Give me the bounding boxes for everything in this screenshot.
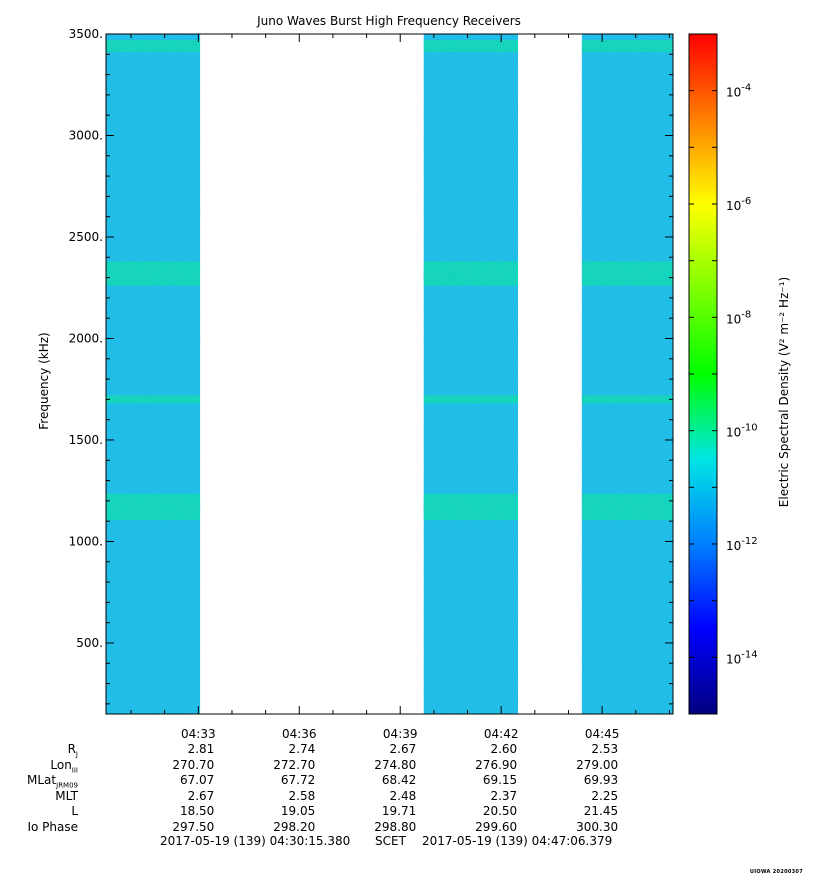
colorbar-label: Electric Spectral Density (V² m⁻² Hz⁻¹) [777, 277, 791, 507]
y-tick-label: 1000. [69, 534, 103, 548]
x-tick-label: 04:42 [484, 727, 519, 741]
ephemeris-value: 300.30 [576, 819, 619, 834]
ephemeris-value: 2.53 [591, 742, 619, 756]
time-end: 2017-05-19 (139) 04:47:06.379 [422, 834, 613, 848]
x-tick-label: 04:45 [585, 727, 620, 741]
ephemeris-row-label: Io Phase [27, 819, 78, 834]
colorbar-tick-label: 10-14 [726, 649, 758, 666]
spectrogram-plot [105, 33, 674, 715]
noise-texture [105, 34, 201, 714]
ephemeris-value: 2.74 [288, 742, 316, 756]
data-interval-2 [423, 34, 518, 714]
colorbar-tick-label: 10-4 [726, 83, 751, 100]
ephemeris-row-label: MLT [55, 788, 78, 803]
y-tick-label: 500. [76, 636, 103, 650]
ephemeris-value: 298.80 [374, 819, 417, 834]
y-axis-label: Frequency (kHz) [37, 332, 51, 429]
ephemeris-value: 20.50 [482, 804, 518, 818]
ephemeris-value: 67.07 [179, 773, 215, 787]
ephemeris-value: 270.70 [172, 757, 215, 772]
plot-frame [105, 33, 674, 715]
time-start: 2017-05-19 (139) 04:30:15.380 [160, 834, 351, 848]
ephemeris-value: 21.45 [583, 804, 619, 818]
noise-texture [581, 34, 673, 714]
x-tick-label: 04:33 [181, 727, 216, 741]
x-tick-label: 04:36 [282, 727, 317, 741]
ephemeris-value: 276.90 [475, 757, 518, 772]
ephemeris-value: 69.15 [482, 773, 518, 787]
ephemeris-row-label: RJ [67, 742, 78, 759]
ephemeris-value: 2.25 [591, 788, 619, 803]
ephemeris-value: 2.58 [288, 788, 316, 803]
ephemeris-row-label: MLatJRM09 [27, 773, 78, 790]
colorbar-tick-label: 10-10 [726, 423, 758, 440]
y-tick-label: 2000. [69, 331, 103, 345]
y-tick-label: 2500. [69, 230, 103, 244]
ephemeris-value: 2.48 [389, 788, 417, 803]
ephemeris-value: 19.71 [381, 804, 417, 818]
ephemeris-value: 18.50 [179, 804, 215, 818]
ephemeris-value: 2.37 [490, 788, 518, 803]
x-tick-label: 04:39 [383, 727, 418, 741]
ephemeris-row-label: LonIII [50, 757, 78, 774]
y-tick-label: 1500. [69, 433, 103, 447]
version-badge: UIOWA 20200307 [749, 869, 803, 875]
ephemeris-value: 2.60 [490, 742, 518, 756]
chart-title: Juno Waves Burst High Frequency Receiver… [256, 14, 521, 28]
ephemeris-value: 274.80 [374, 757, 417, 772]
x-axis: 04:33 04:36 04:39 04:42 04:45 [130, 34, 670, 741]
ephemeris-value: 2.81 [187, 742, 215, 756]
ephemeris-value: 299.60 [475, 819, 518, 834]
ephemeris-row-label: L [71, 804, 78, 818]
ephemeris-value: 2.67 [389, 742, 417, 756]
y-tick-label: 3500. [69, 27, 103, 41]
y-axis: 500. 1000. 1500. 2000. 2500. 3000. 3500. [69, 27, 673, 705]
time-system: SCET [375, 834, 406, 848]
ephemeris-value: 2.67 [187, 788, 215, 803]
noise-texture [423, 34, 518, 714]
data-interval-3 [581, 34, 673, 714]
colorbar-tick-label: 10-8 [726, 309, 751, 326]
ephemeris-value: 279.00 [576, 757, 619, 772]
y-tick-label: 3000. [69, 128, 103, 142]
data-interval-1 [105, 34, 201, 714]
ephemeris-value: 67.72 [280, 773, 316, 787]
ephemeris-value: 272.70 [273, 757, 316, 772]
colorbar-tick-label: 10-12 [726, 536, 758, 553]
ephemeris-value: 69.93 [583, 773, 619, 787]
ephemeris-value: 298.20 [273, 819, 316, 834]
colorbar-tick-label: 10-6 [726, 196, 751, 213]
ephemeris-value: 19.05 [280, 804, 316, 818]
ephemeris-value: 68.42 [381, 773, 417, 787]
colorbar: 10-4 10-6 10-8 10-10 10-12 10-14 [688, 33, 758, 715]
ephemeris-value: 297.50 [172, 819, 215, 834]
